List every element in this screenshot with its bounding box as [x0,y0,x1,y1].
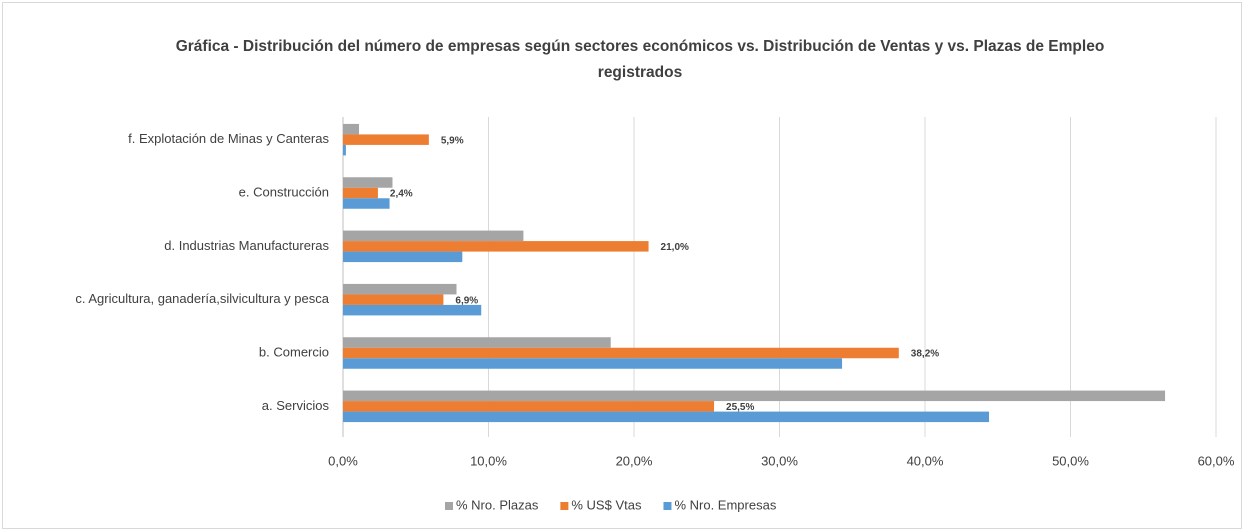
bar [343,144,346,156]
legend-label: % Nro. Empresas [674,497,776,512]
bar [343,347,899,359]
legend-swatch [560,502,569,510]
bar [343,337,611,348]
legend-label: % US$ Vtas [571,497,642,512]
legend-label: % Nro. Plazas [456,497,539,512]
y-tick-label: c. Agricultura, ganadería,silvicultura y… [75,291,329,306]
data-label: 38,2% [911,349,939,360]
data-label: 5,9% [441,135,464,146]
data-label: 2,4% [390,189,413,200]
bar [343,177,393,188]
x-tick-label: 10,0% [470,453,507,468]
bar [343,134,429,145]
chart-title: Gráfica - Distribución del número de emp… [175,38,1105,81]
legend-swatch [663,502,672,510]
bar [343,123,360,135]
data-label: 6,9% [455,295,478,306]
bar [343,241,649,252]
bar [343,198,390,209]
y-tick-label: f. Explotación de Minas y Canteras [128,131,329,146]
bar [343,304,482,316]
legend-swatch [445,502,453,510]
y-tick-label: e. Construcción [239,184,329,199]
x-tick-label: 20,0% [616,453,653,468]
x-tick-label: 0,0% [328,453,358,468]
y-tick-label: d. Industrias Manufactureras [164,238,329,253]
x-tick-label: 30,0% [761,453,798,468]
bar [343,401,715,412]
x-tick-label: 40,0% [907,453,944,468]
bar [343,358,843,369]
bar [343,251,463,263]
y-tick-label: b. Comercio [259,344,329,359]
bar [343,230,524,242]
data-label: 21,0% [661,242,689,253]
bar [343,187,378,199]
bar [343,294,444,305]
data-label: 25,5% [726,402,754,413]
x-tick-label: 60,0% [1198,453,1235,468]
x-tick-label: 50,0% [1052,453,1089,468]
bar [343,283,457,295]
y-tick-label: a. Servicios [262,398,330,413]
bar [343,411,990,423]
bar [343,390,1166,402]
